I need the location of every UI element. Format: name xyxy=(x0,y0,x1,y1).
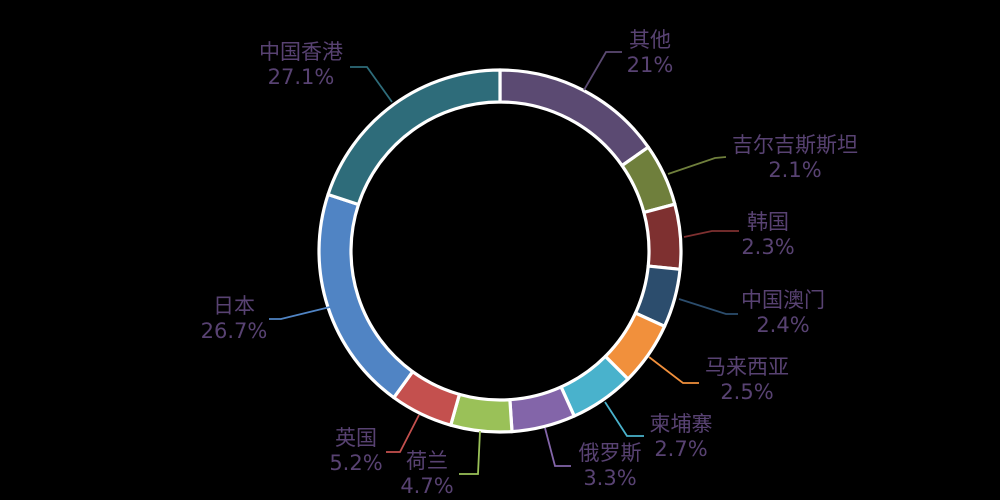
leader-line-hong-kong-china xyxy=(350,66,393,103)
leader-line-russia xyxy=(544,427,571,467)
callout-netherlands: 荷兰 4.7% xyxy=(400,449,453,499)
leader-line-uk xyxy=(386,414,420,453)
callout-russia: 俄罗斯 3.3% xyxy=(579,441,642,491)
callout-category-label: 中国澳门 xyxy=(741,288,825,312)
callout-kyrgyzstan: 吉尔吉斯斯坦 2.1% xyxy=(732,133,858,183)
callout-hong-kong-china: 中国香港 27.1% xyxy=(259,40,343,90)
leader-line-macau-china xyxy=(678,298,738,315)
donut-slice-japan xyxy=(317,192,415,400)
callout-category-label: 其他 xyxy=(629,28,671,52)
callout-category-label: 韩国 xyxy=(746,210,789,234)
leader-line-cambodia xyxy=(604,401,644,437)
callout-category-label: 马来西亚 xyxy=(705,355,789,379)
donut-ring xyxy=(317,68,683,434)
callout-percentage-label: 2.1% xyxy=(768,158,822,182)
callout-category-label: 英国 xyxy=(334,426,377,450)
callout-percentage-label: 4.7% xyxy=(400,474,454,498)
leader-line-kyrgyzstan xyxy=(667,156,727,175)
donut-slice-russia xyxy=(508,385,576,434)
leader-lines-layer xyxy=(269,51,739,475)
callout-percentage-label: 26.7% xyxy=(200,319,268,343)
callout-percentage-label: 5.2% xyxy=(329,451,383,475)
callout-category-label: 柬埔寨 xyxy=(649,412,713,436)
leader-line-south-korea xyxy=(683,230,739,238)
callout-percentage-label: 2.7% xyxy=(654,437,708,461)
leader-line-other xyxy=(583,51,622,91)
leader-line-malaysia xyxy=(648,356,699,384)
callout-category-label: 中国香港 xyxy=(259,40,343,64)
callout-south-korea: 韩国 2.3% xyxy=(741,210,794,260)
callout-malaysia: 马来西亚 2.5% xyxy=(705,355,789,405)
callout-percentage-label: 2.5% xyxy=(720,380,774,404)
leader-line-japan xyxy=(269,306,331,320)
callout-category-label: 日本 xyxy=(213,294,255,318)
callout-percentage-label: 27.1% xyxy=(267,65,335,89)
callout-percentage-label: 3.3% xyxy=(583,466,637,490)
donut-slice-netherlands xyxy=(449,392,514,434)
callout-cambodia: 柬埔寨 2.7% xyxy=(650,412,713,462)
callout-category-label: 俄罗斯 xyxy=(578,441,642,465)
donut-slice-south-korea xyxy=(642,202,683,271)
callout-percentage-label: 21% xyxy=(626,53,674,77)
callout-japan: 日本 26.7% xyxy=(201,294,268,344)
callout-percentage-label: 2.3% xyxy=(741,235,795,259)
callout-macau-china: 中国澳门 2.4% xyxy=(741,288,825,338)
callout-category-label: 荷兰 xyxy=(405,449,448,473)
callout-uk: 英国 5.2% xyxy=(329,426,382,476)
callout-category-label: 吉尔吉斯斯坦 xyxy=(732,133,858,157)
callout-other: 其他 21% xyxy=(627,28,674,78)
leader-line-netherlands xyxy=(459,430,481,475)
donut-slice-hong-kong-china xyxy=(326,68,502,207)
donut-slice-other xyxy=(498,68,650,168)
callout-percentage-label: 2.4% xyxy=(756,313,810,337)
